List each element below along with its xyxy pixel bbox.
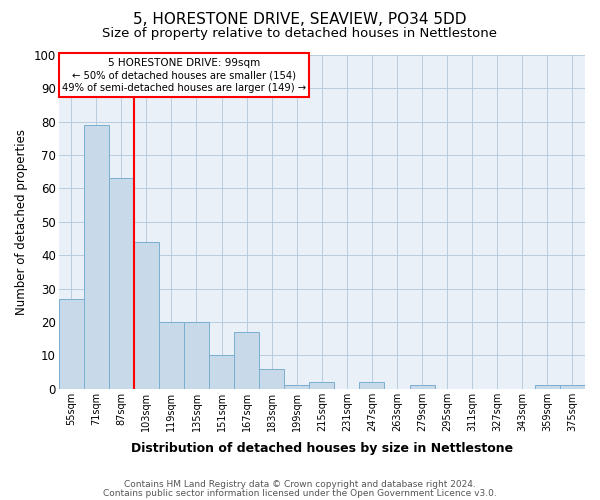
Bar (184, 322, 209, 388)
Text: 49% of semi-detached houses are larger (149) →: 49% of semi-detached houses are larger (… (62, 82, 306, 92)
Bar (560, 386, 585, 388)
Bar (209, 356, 234, 388)
Text: Contains public sector information licensed under the Open Government Licence v3: Contains public sector information licen… (103, 488, 497, 498)
Text: 5, HORESTONE DRIVE, SEAVIEW, PO34 5DD: 5, HORESTONE DRIVE, SEAVIEW, PO34 5DD (133, 12, 467, 28)
Text: Contains HM Land Registry data © Crown copyright and database right 2024.: Contains HM Land Registry data © Crown c… (124, 480, 476, 489)
Bar (259, 368, 284, 388)
Bar (284, 386, 309, 388)
Bar (134, 242, 159, 388)
Text: 5 HORESTONE DRIVE: 99sqm: 5 HORESTONE DRIVE: 99sqm (108, 58, 260, 68)
Bar (410, 386, 434, 388)
Y-axis label: Number of detached properties: Number of detached properties (15, 129, 28, 315)
Bar (59, 54, 309, 96)
Text: Size of property relative to detached houses in Nettlestone: Size of property relative to detached ho… (103, 28, 497, 40)
X-axis label: Distribution of detached houses by size in Nettlestone: Distribution of detached houses by size … (131, 442, 513, 455)
Bar (234, 332, 259, 388)
Bar (359, 382, 385, 388)
Bar (59, 298, 83, 388)
Bar (309, 382, 334, 388)
Bar (159, 322, 184, 388)
Bar (83, 125, 109, 388)
Text: ← 50% of detached houses are smaller (154): ← 50% of detached houses are smaller (15… (72, 70, 296, 80)
Bar (535, 386, 560, 388)
Bar (109, 178, 134, 388)
